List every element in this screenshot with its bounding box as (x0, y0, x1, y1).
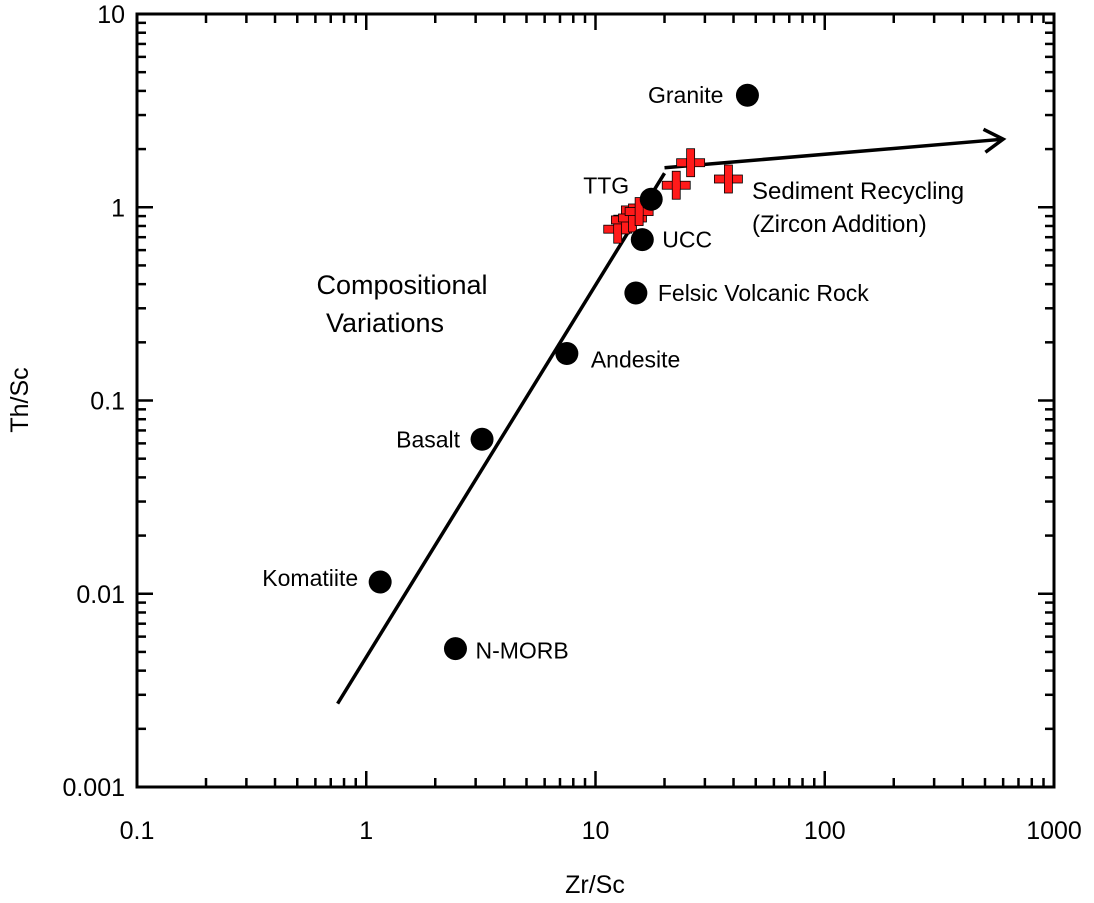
point-basalt (470, 427, 494, 451)
sample-cross (624, 197, 654, 226)
x-tick-label: 1 (359, 817, 373, 845)
trend-lines (336, 127, 1007, 705)
point-ucc (630, 228, 654, 252)
data-points (368, 83, 759, 661)
point-label: Felsic Volcanic Rock (658, 280, 869, 306)
y-tick-label: 10 (97, 1, 125, 29)
tick-labels: 0.1 1 10 100 1000 0.001 0.01 0.1 1 10 (62, 1, 1081, 845)
point-komatiite (368, 570, 392, 594)
point-label: Andesite (591, 347, 681, 373)
point-ttg (639, 187, 663, 211)
y-tick-label: 0.1 (90, 388, 125, 416)
sample-cross (676, 148, 706, 178)
trend-line (664, 137, 1004, 170)
sample-cross (661, 170, 691, 200)
x-tick-label: 10 (582, 817, 610, 845)
y-axis-title: Th/Sc (6, 367, 34, 432)
point-label: Basalt (396, 426, 461, 452)
y-tick-label: 0.01 (76, 581, 125, 609)
annotation-zircon-addition: (Zircon Addition) (752, 211, 927, 238)
x-axis-title: Zr/Sc (565, 871, 625, 899)
point-label: Komatiite (262, 565, 358, 591)
y-tick-label: 0.001 (62, 774, 125, 802)
annotation-compositional: Compositional (316, 270, 487, 300)
point-andesite (555, 342, 579, 366)
point-granite (735, 83, 759, 107)
point-label: Granite (648, 82, 723, 108)
annotation-variations: Variations (326, 308, 444, 338)
y-tick-label: 1 (111, 194, 125, 222)
x-tick-label: 0.1 (120, 817, 155, 845)
point-labels: Granite TTG UCC Felsic Volcanic Rock Andesit… (262, 82, 869, 663)
trend-arrowhead (982, 127, 1007, 154)
x-tick-label: 1000 (1026, 817, 1082, 845)
point-felsic-volcanic-rock (624, 281, 648, 305)
point-label: UCC (662, 227, 712, 253)
plot-frame (135, 12, 1056, 789)
trend-line (336, 172, 667, 705)
sample-cross (714, 164, 743, 194)
x-tick-label: 100 (804, 817, 846, 845)
point-label: N-MORB (475, 638, 568, 664)
annotation-sediment-recycling: Sediment Recycling (752, 178, 964, 205)
point-label: TTG (583, 172, 629, 198)
point-n-morb (443, 637, 467, 661)
axis-ticks (135, 14, 1054, 789)
